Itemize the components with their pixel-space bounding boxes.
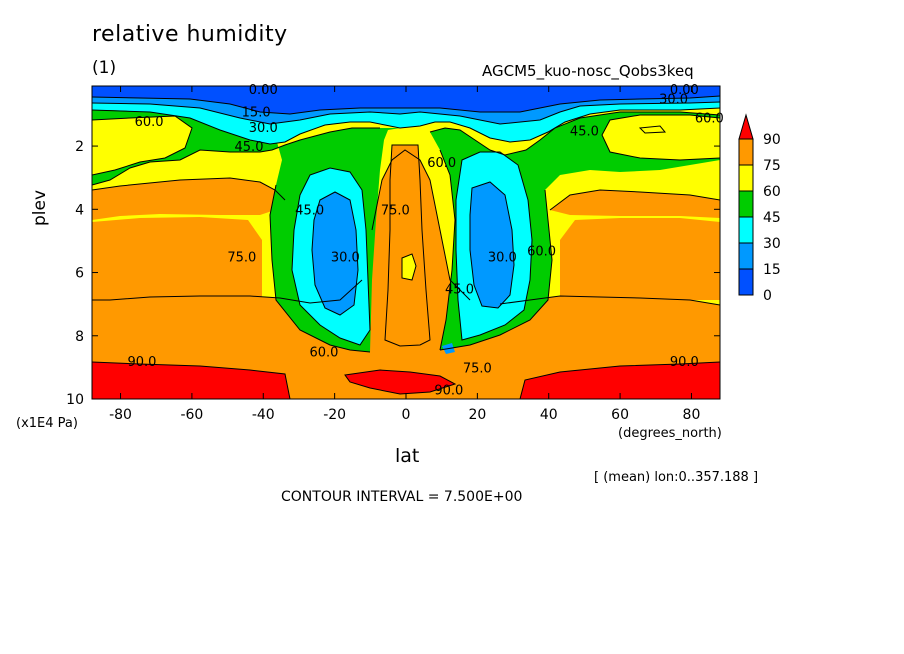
y-axis-units: (x1E4 Pa) <box>16 416 78 431</box>
panel-label: (1) <box>92 58 117 78</box>
y-tick-label: 2 <box>75 139 84 155</box>
x-tick-label: -60 <box>180 407 203 423</box>
contour-lines <box>92 95 720 399</box>
y-tick-label: 6 <box>75 266 84 282</box>
contour-label: 30.0 <box>488 251 517 266</box>
contour-label: 45.0 <box>445 282 474 297</box>
contour-label: 60.0 <box>309 346 338 361</box>
mean-note: [ (mean) lon:0..357.188 ] <box>594 470 759 485</box>
colorbar-swatch <box>738 268 754 296</box>
contour-label: 60.0 <box>527 244 556 259</box>
contour-label: 30.0 <box>659 93 688 108</box>
contour-label: 75.0 <box>463 361 492 376</box>
y-tick-label: 10 <box>66 392 84 408</box>
x-tick-label: -80 <box>109 407 132 423</box>
contour-label: 30.0 <box>249 121 278 136</box>
contour-label: 30.0 <box>331 251 360 266</box>
x-axis-label: lat <box>395 445 420 467</box>
axes: -80 -60 -40 -20 0 20 40 60 80 2 4 6 8 10 <box>66 86 720 423</box>
contour-labels: 0.0015.030.045.060.00.0030.060.045.045.0… <box>127 83 723 398</box>
colorbar-arrow <box>738 113 754 140</box>
x-tick-label: 20 <box>468 407 486 423</box>
contour-label: 45.0 <box>295 203 324 218</box>
colorbar-label: 15 <box>763 262 781 278</box>
contour-label: 60.0 <box>135 115 164 130</box>
contour-label: 75.0 <box>381 203 410 218</box>
contour-label: 75.0 <box>227 251 256 266</box>
colorbar: 90 75 60 45 30 15 0 <box>738 113 781 304</box>
colorbar-label: 75 <box>763 158 781 174</box>
x-tick-label: 40 <box>540 407 558 423</box>
contour-label: 45.0 <box>570 124 599 139</box>
colorbar-label: 0 <box>763 288 772 304</box>
model-name: AGCM5_kuo-nosc_Qobs3keq <box>482 62 694 80</box>
x-tick-label: 0 <box>402 407 411 423</box>
colorbar-swatch <box>738 164 754 192</box>
colorbar-label: 30 <box>763 236 781 252</box>
x-axis-units: (degrees_north) <box>618 426 722 441</box>
colorbar-label: 90 <box>763 132 781 148</box>
contour-label: 60.0 <box>427 156 456 171</box>
contour-label: 90.0 <box>127 355 156 370</box>
colorbar-label: 45 <box>763 210 781 226</box>
contour-interval: CONTOUR INTERVAL = 7.500E+00 <box>281 489 523 505</box>
y-tick-label: 8 <box>75 329 84 345</box>
contour-label: 90.0 <box>670 355 699 370</box>
colorbar-swatch <box>738 216 754 244</box>
colorbar-swatch <box>738 242 754 270</box>
colorbar-swatch <box>738 190 754 218</box>
colorbar-label: 60 <box>763 184 781 200</box>
y-tick-label: 4 <box>75 202 84 218</box>
x-tick-label: -40 <box>252 407 275 423</box>
contour-label: 60.0 <box>695 112 724 127</box>
contour-label: 45.0 <box>235 140 264 155</box>
x-tick-label: 60 <box>611 407 629 423</box>
colorbar-swatch <box>738 138 754 166</box>
contour-fills <box>92 86 720 399</box>
x-tick-label: -20 <box>323 407 346 423</box>
contour-label: 90.0 <box>434 384 463 399</box>
contour-label: 15.0 <box>242 105 271 120</box>
chart-title: relative humidity <box>92 22 288 47</box>
x-tick-label: 80 <box>683 407 701 423</box>
